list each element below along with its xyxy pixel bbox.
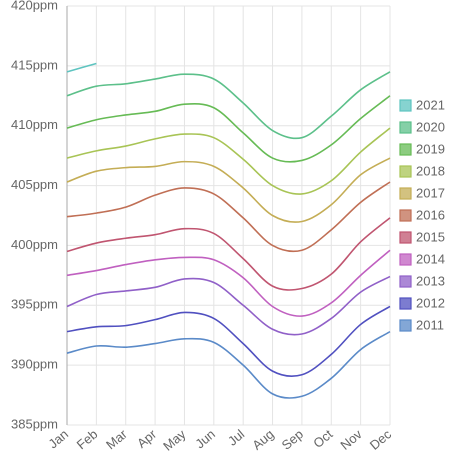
data-line [66, 217, 391, 291]
data-line [66, 95, 391, 163]
data-line [66, 71, 391, 140]
y-tick-label: 400ppm [11, 237, 58, 252]
y-tick-label: 395ppm [11, 297, 58, 312]
y-tick-label: 390ppm [11, 357, 58, 372]
legend-label: 2011 [416, 317, 444, 332]
legend-label: 2016 [416, 207, 445, 222]
x-tick-label: Jul [225, 426, 247, 448]
legend-label: 2021 [416, 97, 445, 112]
legend-swatch [399, 297, 412, 310]
y-tick-label: 410ppm [11, 117, 58, 132]
y-tick-label: 405ppm [11, 177, 58, 192]
legend-label: 2020 [416, 119, 445, 134]
x-tick-label: Aug [249, 426, 276, 452]
x-tick-label: Dec [367, 426, 395, 453]
x-tick-label: May [160, 426, 189, 454]
y-tick-label: 420ppm [11, 0, 58, 12]
x-tick-label: Apr [134, 426, 160, 451]
legend-swatch [399, 319, 412, 332]
x-tick-label: Mar [103, 426, 130, 452]
data-line [66, 330, 391, 399]
legend-swatch [399, 209, 412, 222]
data-line [66, 181, 391, 253]
legend-swatch [399, 231, 412, 244]
legend-label: 2018 [416, 163, 445, 178]
x-tick-label: Jun [192, 426, 218, 451]
legend-label: 2015 [416, 229, 445, 244]
data-line [66, 127, 391, 195]
y-tick-label: 385ppm [11, 416, 58, 431]
data-line [66, 305, 391, 377]
x-tick-label: Oct [310, 426, 335, 451]
legend-swatch [399, 165, 412, 178]
x-tick-label: Sep [279, 426, 306, 452]
legend-swatch [399, 187, 412, 200]
legend-swatch [399, 275, 412, 288]
data-line [66, 62, 97, 73]
data-line [66, 249, 391, 317]
legend-swatch [399, 121, 412, 134]
legend-swatch [399, 253, 412, 266]
legend-label: 2017 [416, 185, 445, 200]
legend-label: 2013 [416, 273, 445, 288]
legend-label: 2014 [416, 251, 445, 266]
data-line [66, 275, 391, 336]
x-tick-label: Nov [337, 426, 365, 453]
legend-label: 2019 [416, 141, 445, 156]
legend-swatch [399, 99, 412, 112]
y-tick-label: 415ppm [11, 57, 58, 72]
data-line [66, 157, 391, 223]
legend-label: 2012 [416, 295, 445, 310]
legend-swatch [399, 143, 412, 156]
x-tick-label: Feb [74, 426, 101, 452]
